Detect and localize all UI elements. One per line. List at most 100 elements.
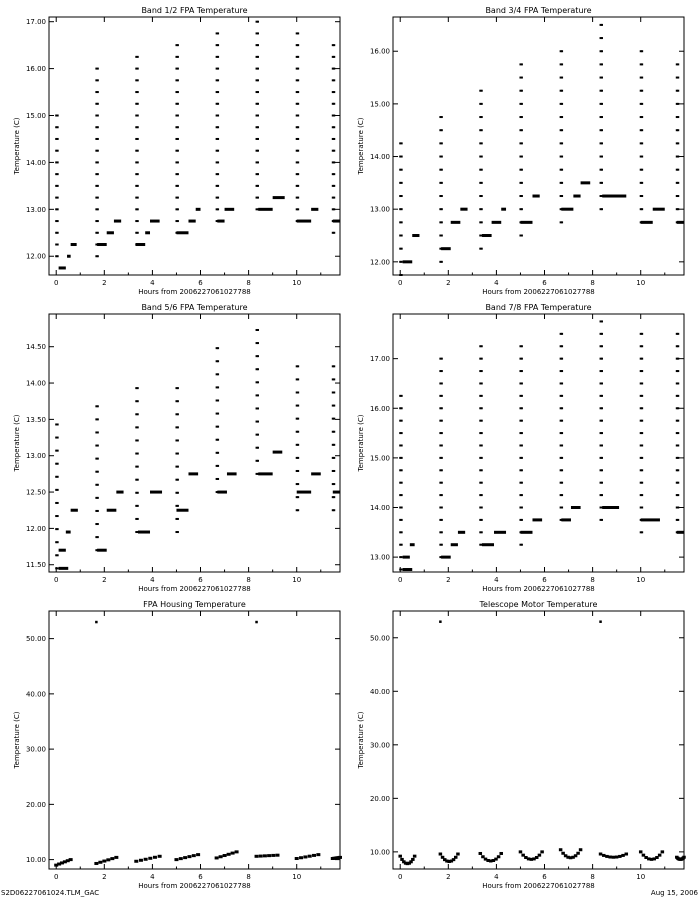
data-point: [639, 116, 642, 119]
data-point: [175, 44, 178, 47]
data-point: [559, 494, 562, 497]
data-point: [439, 407, 442, 410]
data-point: [520, 456, 523, 459]
data-point: [135, 231, 138, 234]
data-segment: [258, 207, 273, 211]
data-point: [399, 407, 402, 410]
x-tick-label: 10: [292, 279, 301, 287]
data-point: [639, 394, 642, 397]
data-point: [106, 858, 111, 862]
data-point: [256, 394, 259, 397]
data-point: [563, 854, 568, 858]
data-point: [96, 457, 99, 460]
data-point: [297, 91, 300, 94]
data-point: [135, 67, 138, 70]
data-point: [479, 247, 482, 250]
data-point: [675, 518, 678, 521]
data-point: [641, 208, 644, 211]
data-point: [256, 472, 259, 475]
data-point: [295, 430, 298, 433]
data-point: [561, 444, 564, 447]
data-point: [95, 470, 98, 473]
x-tick-label: 4: [150, 576, 155, 584]
data-point: [303, 855, 308, 859]
plot-frame: [48, 16, 341, 276]
data-point: [174, 858, 179, 862]
data-point: [641, 506, 644, 509]
data-point: [295, 91, 298, 94]
data-point: [295, 55, 298, 58]
data-point: [96, 231, 99, 234]
data-point: [136, 102, 139, 105]
data-point: [641, 168, 644, 171]
data-point: [256, 44, 259, 47]
data-point: [561, 142, 564, 145]
data-point: [561, 50, 564, 53]
data-point: [217, 126, 220, 129]
data-point: [175, 439, 178, 442]
data-point: [95, 196, 98, 199]
data-point: [217, 386, 220, 389]
data-point: [558, 848, 563, 852]
x-axis-label: Hours from 2006227061027788: [138, 882, 251, 890]
data-point: [561, 155, 564, 158]
data-point: [600, 168, 603, 171]
data-point: [176, 220, 179, 223]
data-point: [295, 391, 298, 394]
chart-panel: Band 5/6 FPA Temperature 0 2 4 6 8 10 11.50 12.0…: [13, 303, 341, 593]
data-point: [254, 854, 259, 858]
data-point: [440, 432, 443, 435]
data-point: [333, 496, 336, 499]
data-point: [135, 161, 138, 164]
data-point: [331, 469, 334, 472]
data-segment: [70, 508, 78, 512]
data-point: [95, 496, 98, 499]
data-point: [56, 196, 59, 199]
data-point: [176, 91, 179, 94]
data-point: [520, 370, 523, 373]
data-point: [175, 452, 178, 455]
data-segment: [58, 548, 66, 552]
data-segment: [676, 530, 684, 534]
data-point: [600, 481, 603, 484]
data-point: [56, 449, 59, 452]
data-point: [440, 419, 443, 422]
data-point: [135, 184, 138, 187]
data-point: [95, 173, 98, 176]
data-point: [559, 63, 562, 66]
data-point: [520, 116, 523, 119]
data-point: [561, 506, 564, 509]
data-point: [639, 345, 642, 348]
data-point: [297, 456, 300, 459]
data-point: [519, 142, 522, 145]
data-point: [96, 418, 99, 421]
data-point: [297, 417, 300, 420]
data-point: [399, 494, 402, 497]
data-point: [256, 446, 259, 449]
data-point: [215, 425, 218, 428]
data-point: [55, 149, 58, 152]
x-tick-label: 4: [150, 279, 155, 287]
x-tick-label: 6: [198, 576, 203, 584]
data-segment: [481, 543, 495, 547]
data-point: [217, 360, 220, 363]
data-point: [256, 173, 259, 176]
data-point: [677, 155, 680, 158]
data-point: [480, 142, 483, 145]
data-point: [56, 567, 59, 570]
y-tick-label: 40.00: [26, 690, 46, 698]
data-point: [94, 861, 99, 865]
data-point: [95, 536, 98, 539]
data-point: [600, 195, 603, 198]
x-tick-label: 2: [102, 576, 106, 584]
data-point: [639, 419, 642, 422]
data-point: [217, 425, 220, 428]
data-point: [55, 436, 58, 439]
data-point: [255, 208, 258, 211]
x-tick-label: 0: [54, 873, 58, 881]
data-point: [136, 149, 139, 152]
data-point: [255, 394, 258, 397]
data-point: [55, 501, 58, 504]
data-segment: [676, 220, 684, 224]
data-point: [176, 208, 179, 211]
